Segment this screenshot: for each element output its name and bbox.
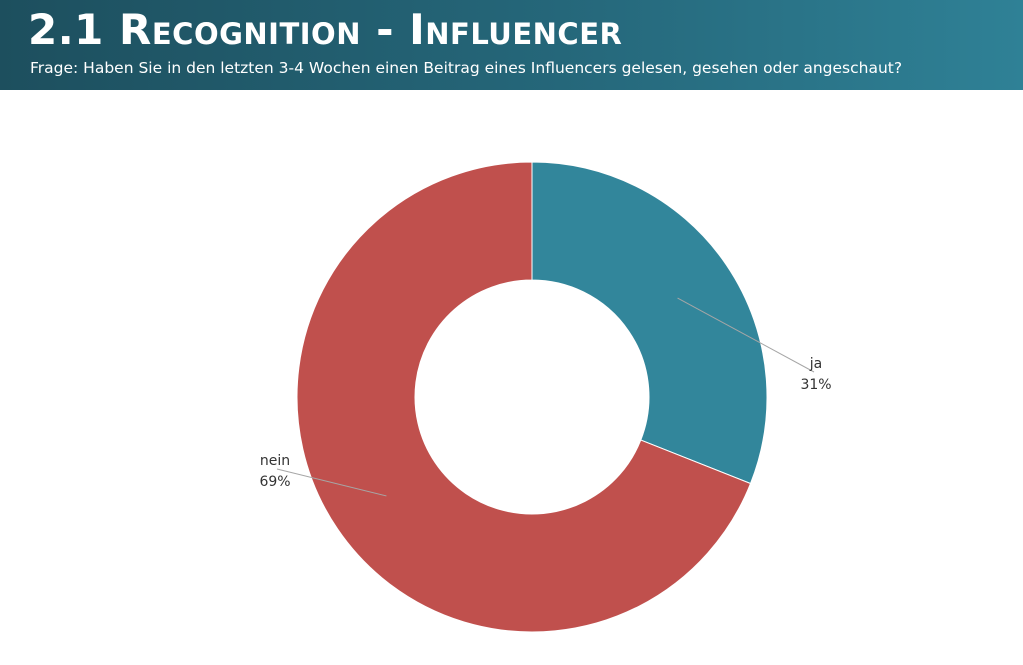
slice-value-ja: 31% xyxy=(800,377,831,393)
question-subtitle: Frage: Haben Sie in den letzten 3-4 Woch… xyxy=(30,59,903,77)
slice-value-nein: 69% xyxy=(259,474,290,490)
header-banner: 2.1 Recognition - Influencer Frage: Habe… xyxy=(0,0,1023,90)
leader-line-nein xyxy=(276,468,387,497)
donut-chart-svg: ja 31% nein 69% xyxy=(259,161,832,633)
leader-line-ja xyxy=(677,297,815,373)
donut-slice-ja xyxy=(531,161,768,485)
slice-label-nein: nein xyxy=(260,453,290,469)
page-title: 2.1 Recognition - Influencer xyxy=(28,5,623,54)
slice-label-ja: ja xyxy=(809,356,822,372)
donut-slice-nein xyxy=(296,161,752,633)
donut-chart: ja 31% nein 69% xyxy=(0,90,1023,661)
